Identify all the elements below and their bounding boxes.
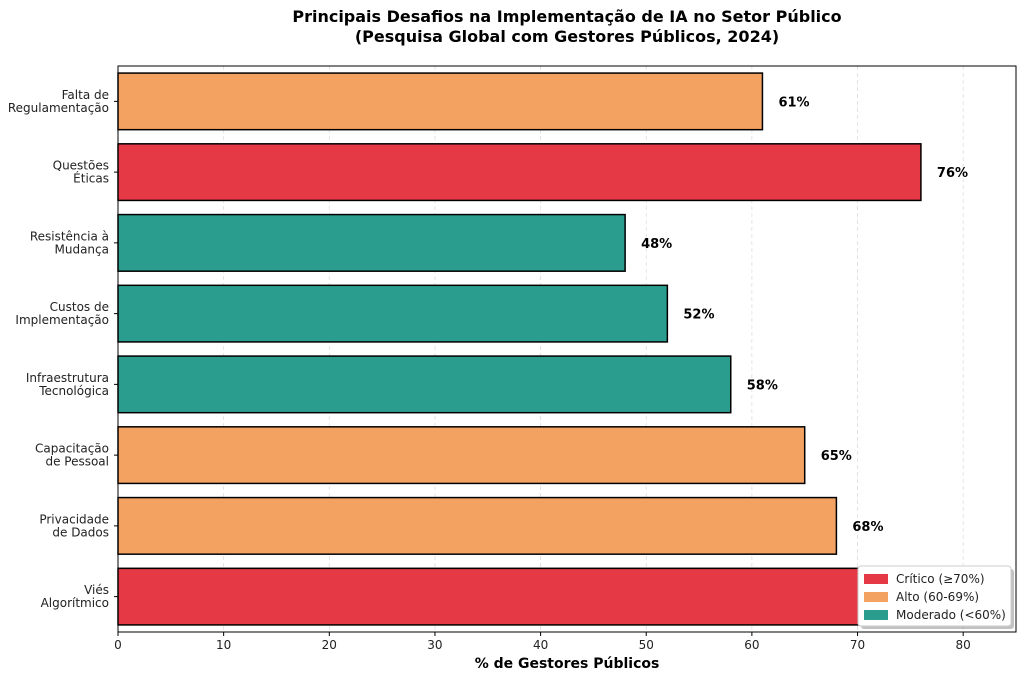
bar bbox=[117, 284, 669, 343]
bar bbox=[117, 426, 806, 485]
chart-title-line1: Principais Desafios na Implementação de … bbox=[292, 7, 841, 26]
y-tick-label: Éticas bbox=[73, 171, 109, 186]
legend-box bbox=[857, 565, 1012, 627]
data-label: 52% bbox=[683, 308, 714, 323]
data-label: 48% bbox=[641, 237, 672, 252]
data-label: 65% bbox=[821, 449, 852, 464]
data-label: 76% bbox=[937, 166, 968, 181]
y-tick-label: Falta de bbox=[62, 88, 109, 102]
legend-swatch bbox=[864, 592, 888, 602]
y-tick-label: de Dados bbox=[52, 525, 109, 539]
data-label: 61% bbox=[778, 95, 809, 110]
y-tick-label: Tecnológica bbox=[38, 384, 109, 398]
legend-label: Crítico (≥70%) bbox=[896, 572, 985, 586]
x-tick-label: 80 bbox=[956, 638, 971, 652]
y-tick-label: Privacidade bbox=[39, 512, 109, 526]
x-tick-label: 30 bbox=[427, 638, 442, 652]
bar bbox=[117, 213, 626, 272]
bar bbox=[117, 567, 880, 626]
legend: Crítico (≥70%) Alto (60-69%) Moderado (<60… bbox=[857, 565, 1014, 629]
legend-swatch bbox=[864, 610, 888, 620]
legend-swatch bbox=[864, 574, 888, 584]
bar bbox=[117, 496, 838, 555]
x-axis-label: % de Gestores Públicos bbox=[475, 656, 660, 672]
bar bbox=[117, 355, 732, 414]
x-tick-label: 20 bbox=[322, 638, 337, 652]
data-label: 68% bbox=[852, 520, 883, 535]
y-tick-label: Algorítmico bbox=[41, 596, 109, 610]
y-tick-label: Viés bbox=[84, 583, 109, 597]
bar bbox=[117, 72, 764, 131]
x-tick-label: 60 bbox=[744, 638, 759, 652]
x-tick-label: 0 bbox=[114, 638, 122, 652]
plot-frame bbox=[117, 65, 1017, 633]
y-tick-label: de Pessoal bbox=[45, 455, 109, 469]
y-tick-label: Capacitação bbox=[35, 442, 109, 456]
y-tick-label: Infraestrutura bbox=[26, 371, 109, 385]
x-tick-label: 40 bbox=[533, 638, 548, 652]
x-tick-label: 70 bbox=[850, 638, 865, 652]
y-tick-label: Mudança bbox=[55, 242, 110, 256]
y-tick-label: Custos de bbox=[50, 300, 109, 314]
bars bbox=[117, 72, 922, 626]
chart-title-line2: (Pesquisa Global com Gestores Públicos, … bbox=[355, 27, 779, 46]
y-tick-label: Implementação bbox=[15, 313, 109, 327]
x-tick-label: 50 bbox=[639, 638, 654, 652]
y-tick-label: Regulamentação bbox=[8, 101, 109, 115]
legend-label: Alto (60-69%) bbox=[896, 590, 979, 604]
x-tick-label: 10 bbox=[216, 638, 231, 652]
bar bbox=[117, 143, 922, 202]
x-axis-ticks: 0 10 20 30 40 50 60 70 80 bbox=[114, 632, 971, 652]
y-tick-label: Questões bbox=[53, 159, 109, 173]
data-labels: 61% 76% 48% 52% 58% 65% 68% bbox=[641, 95, 968, 535]
y-tick-label: Resistência à bbox=[30, 229, 109, 243]
legend-label: Moderado (<60%) bbox=[896, 608, 1006, 622]
data-label: 58% bbox=[747, 378, 778, 393]
